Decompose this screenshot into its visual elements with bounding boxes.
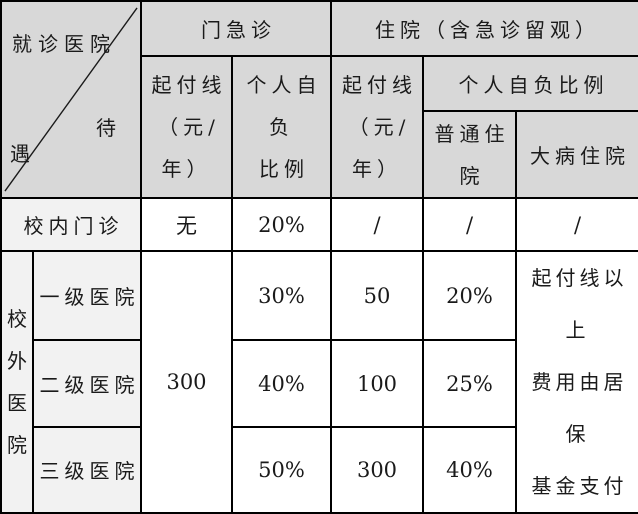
header-op-selfpay-line1: 个人自负 <box>246 73 322 139</box>
corner-hospital-label: 就诊医院 <box>12 32 116 56</box>
row-level2-label: 二级医院 <box>32 339 142 428</box>
diagonal-line <box>4 7 138 192</box>
header-op-selfpay-line2: 比例 <box>259 157 309 181</box>
campus-op-deductible: 无 <box>140 197 233 252</box>
row-level3-label: 三级医院 <box>32 425 142 514</box>
header-ip-serious: 大病住院 <box>514 110 638 199</box>
header-op-selfpay: 个人自负 比例 <box>231 55 332 199</box>
row-level1-label: 一级医院 <box>32 249 142 342</box>
level1-ip-normal: 20% <box>422 249 517 342</box>
header-op-deductible-line1: 起付线 <box>151 73 227 97</box>
off-campus-op-deductible-shared: 300 <box>140 250 233 514</box>
ip-serious-note: 起付线以上 费用由居保 基金支付 <box>514 250 638 514</box>
header-ip-normal: 普通住 院 <box>422 110 517 199</box>
header-op-deductible: 起付线 （元/年） <box>140 55 233 199</box>
campus-op-selfpay: 20% <box>231 197 332 252</box>
level3-ip-normal: 40% <box>422 425 517 514</box>
header-ip-selfpay-ratio: 个人自负比例 <box>421 55 638 112</box>
level2-op-selfpay: 40% <box>231 339 332 428</box>
level2-ip-deductible: 100 <box>330 339 424 428</box>
row-campus-clinic-label: 校内门诊 <box>0 197 142 252</box>
ip-serious-note-line3: 基金支付 <box>531 474 628 498</box>
header-op-deductible-line2: （元/年） <box>158 115 220 181</box>
header-ip-deductible-line1: 起付线 <box>342 73 417 97</box>
level1-ip-deductible: 50 <box>330 249 424 342</box>
campus-ip-serious: / <box>514 197 638 252</box>
campus-ip-deductible: / <box>330 197 424 252</box>
off-campus-vertical-text: 校外医院 <box>7 307 27 457</box>
level3-op-selfpay: 50% <box>231 425 332 514</box>
ip-serious-note-line1: 起付线以上 <box>531 266 628 342</box>
header-ip-normal-line2: 院 <box>459 163 485 188</box>
level3-ip-deductible: 300 <box>330 425 424 514</box>
header-ip-normal-line1: 普通住 <box>434 121 510 146</box>
level1-op-selfpay: 30% <box>231 249 332 342</box>
campus-ip-normal: / <box>422 197 517 252</box>
corner-treatment-char2: 遇 <box>10 142 30 166</box>
header-ip-deductible-line2: （元/年） <box>348 115 411 181</box>
level2-ip-normal: 25% <box>422 339 517 428</box>
header-outpatient-emergency: 门急诊 <box>140 0 332 57</box>
header-ip-deductible: 起付线 （元/年） <box>330 55 424 199</box>
ip-serious-note-line2: 费用由居保 <box>531 370 628 446</box>
corner-diagonal-cell: 就诊医院 待 遇 <box>0 0 142 199</box>
header-inpatient: 住院（含急诊留观） <box>329 0 638 57</box>
row-group-off-campus-label: 校外医院 <box>0 250 34 514</box>
corner-treatment-char1: 待 <box>96 116 116 140</box>
